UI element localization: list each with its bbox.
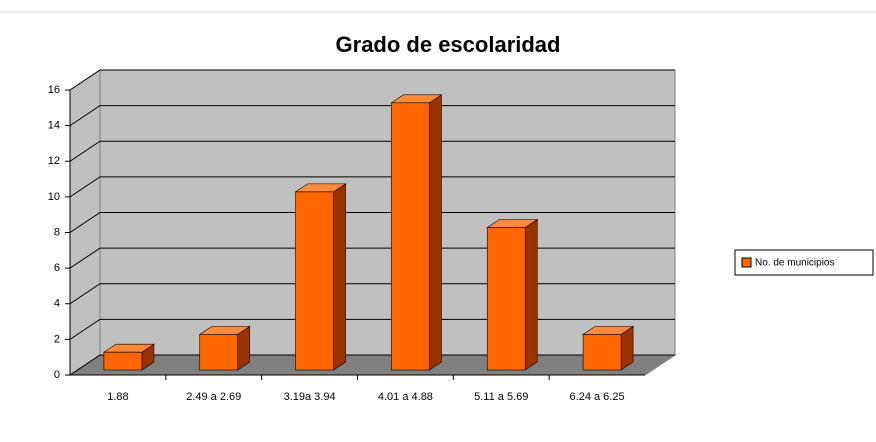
grid-line bbox=[69, 283, 675, 305]
y-tick-label: 12 bbox=[48, 155, 60, 167]
x-tick-label: 4.01 a 4.88 bbox=[378, 391, 433, 403]
y-tick-label: 14 bbox=[48, 120, 60, 132]
x-tick-label: 6.24 a 6.25 bbox=[570, 391, 625, 403]
y-tick-label: 10 bbox=[48, 191, 60, 203]
bar-side bbox=[333, 183, 346, 371]
legend-label: No. de municipios bbox=[755, 258, 834, 269]
x-tick-label: 2.49 a 2.69 bbox=[186, 391, 241, 403]
bar-side bbox=[429, 94, 442, 371]
legend-swatch bbox=[741, 257, 752, 268]
bar bbox=[390, 94, 443, 371]
y-tick-label: 4 bbox=[54, 298, 60, 310]
grid-line bbox=[69, 140, 675, 162]
bar bbox=[582, 325, 635, 371]
grid-line bbox=[69, 212, 675, 233]
bar-side bbox=[524, 218, 538, 371]
x-tick-label: 5.11 a 5.69 bbox=[474, 391, 528, 403]
y-tick-label: 2 bbox=[54, 333, 60, 345]
bar bbox=[294, 183, 347, 371]
grid-line bbox=[69, 318, 675, 340]
bar-front bbox=[295, 191, 334, 371]
chart-title: Grado de escolaridad bbox=[336, 32, 561, 57]
grid-line bbox=[69, 105, 675, 127]
x-tick-label: 1.88 bbox=[107, 391, 128, 403]
y-tick-label: 6 bbox=[54, 262, 60, 274]
y-tick-label: 16 bbox=[48, 84, 60, 96]
grid-line bbox=[69, 247, 675, 269]
grid-line bbox=[69, 176, 675, 198]
bar-front bbox=[486, 227, 526, 371]
bar bbox=[198, 325, 251, 371]
bar bbox=[486, 218, 539, 371]
y-tick-label: 8 bbox=[54, 226, 60, 238]
bar bbox=[102, 343, 155, 371]
x-tick-label: 3.19a 3.94 bbox=[284, 391, 336, 403]
bar-front bbox=[391, 102, 430, 371]
legend-box bbox=[734, 249, 874, 276]
grid-line bbox=[69, 354, 675, 376]
bar-front bbox=[199, 334, 239, 371]
y-tick-label: 0 bbox=[54, 369, 60, 381]
bar-front bbox=[103, 351, 143, 371]
bar-front bbox=[582, 334, 622, 371]
grid-line bbox=[69, 69, 675, 91]
